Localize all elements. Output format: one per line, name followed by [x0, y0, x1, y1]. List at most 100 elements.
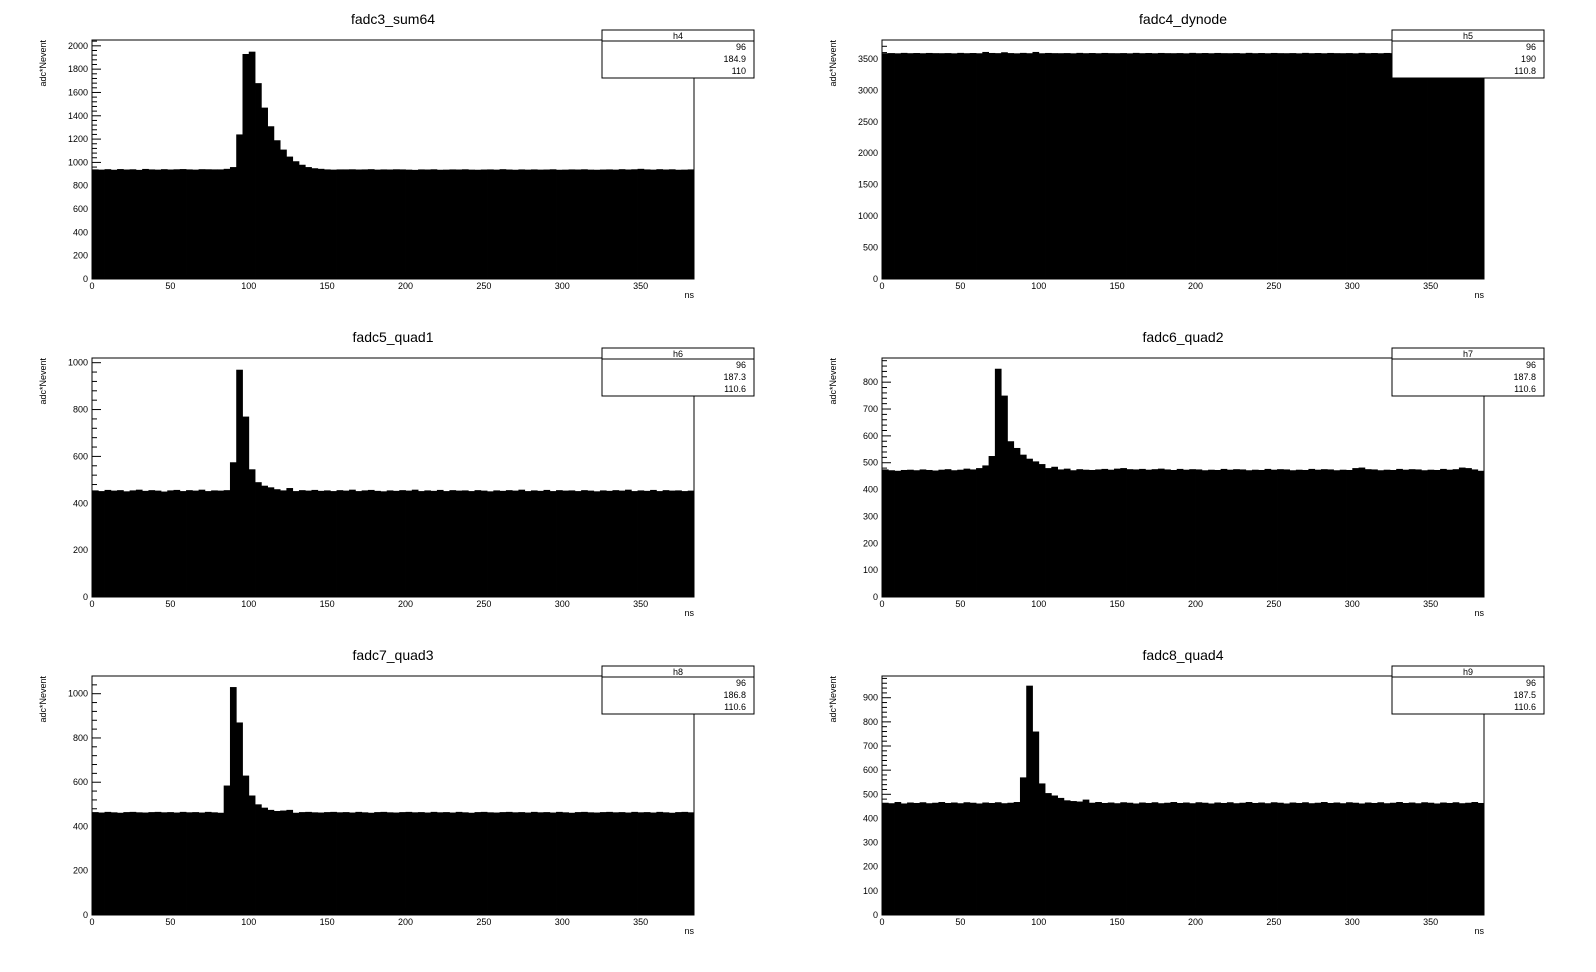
histogram-bin [367, 812, 375, 915]
y-tick-label: 800 [863, 377, 878, 387]
histogram-bin [455, 811, 463, 915]
histogram-bin [487, 812, 494, 915]
histogram-bin [1408, 469, 1416, 597]
histogram-bin [957, 52, 964, 279]
histogram-bin [643, 490, 651, 597]
histogram-bin [1063, 800, 1071, 915]
histogram-bin [436, 489, 444, 597]
histogram-bin [1001, 803, 1008, 915]
histogram-bin [248, 469, 256, 597]
histogram-bin [581, 811, 588, 915]
histogram-bin [255, 482, 262, 597]
histogram-bin [1082, 469, 1090, 597]
histogram-bin [1183, 53, 1190, 279]
x-tick-label: 200 [398, 599, 413, 609]
histogram-bin [963, 802, 971, 915]
histogram-bin [198, 169, 206, 279]
histogram-bin [1289, 802, 1297, 915]
histogram-bin [1070, 801, 1077, 915]
stats-box: h4 96 184.9 110 [601, 29, 755, 79]
histogram-bin [367, 489, 375, 597]
chart-title: fadc5_quad1 [353, 329, 434, 345]
histogram-bin [311, 812, 319, 915]
histogram-bin [380, 169, 388, 279]
histogram-panel: fadc8_quad4 0 50 100 150 200 250 300 350 0 100 200 3… [828, 647, 1545, 936]
y-tick-label: 300 [863, 838, 878, 848]
histogram-bin [1471, 802, 1479, 915]
histogram-bin [950, 53, 958, 279]
histogram-bin [1327, 469, 1334, 597]
histogram-bin [1157, 468, 1165, 597]
histogram-bin [1151, 802, 1159, 915]
histogram-bin [1465, 53, 1472, 279]
stats-box: h6 96 187.3 110.6 [601, 347, 755, 397]
histogram-bin [994, 802, 1002, 915]
y-tick-label: 1400 [68, 111, 88, 121]
histogram-bin [900, 52, 908, 279]
histogram-bin [1433, 53, 1441, 279]
histogram-bin [311, 168, 319, 279]
x-axis-title: ns [1474, 926, 1484, 936]
histogram-bin [1189, 803, 1196, 915]
histogram-bin [436, 812, 444, 915]
histogram-bin [530, 169, 538, 279]
x-tick-label: 100 [241, 599, 256, 609]
y-tick-label: 0 [83, 910, 88, 920]
histogram-bin [361, 490, 369, 597]
histogram-bin [173, 489, 181, 597]
x-tick-label: 350 [633, 281, 648, 291]
histogram-bin [556, 490, 563, 597]
histogram-bin [593, 491, 601, 597]
histogram-bin [1226, 469, 1234, 597]
histogram-bin [129, 811, 137, 915]
histogram-bin [236, 722, 243, 915]
x-tick-label: 250 [1266, 917, 1281, 927]
x-tick-label: 250 [476, 281, 491, 291]
y-tick-label: 1000 [68, 689, 88, 699]
x-tick-label: 100 [241, 917, 256, 927]
histogram-bin [223, 168, 231, 279]
histogram-bin [430, 169, 438, 279]
stats-name: h9 [1463, 667, 1473, 677]
histogram-bin [129, 490, 137, 597]
histogram-bin [599, 490, 607, 597]
histogram-bin [393, 812, 400, 915]
x-tick-label: 0 [89, 599, 94, 609]
histogram-bin [1214, 802, 1222, 915]
histogram-bin [1239, 53, 1247, 279]
y-tick-label: 200 [73, 545, 88, 555]
histogram-bin [110, 812, 118, 915]
histogram-bin [324, 169, 331, 279]
histogram-bin [888, 803, 895, 915]
x-tick-label: 350 [633, 917, 648, 927]
histogram-bin [1114, 468, 1121, 597]
histogram-bin [1277, 802, 1284, 915]
y-tick-label: 500 [863, 458, 878, 468]
histogram-bin [675, 490, 682, 597]
histogram-bin [229, 687, 237, 915]
histogram-bin [537, 490, 544, 597]
histogram-bin [1195, 802, 1203, 915]
histogram-bin [311, 489, 319, 597]
histogram-bin [248, 51, 256, 279]
histogram-bin [1415, 52, 1422, 279]
stats-stddev-value: 110 [732, 66, 746, 76]
y-tick-label: 800 [73, 733, 88, 743]
histogram-bin [1402, 469, 1410, 597]
x-tick-label: 0 [89, 281, 94, 291]
histogram-bin [430, 811, 438, 915]
stats-mean-value: 187.3 [723, 372, 746, 382]
histogram-bin [92, 812, 99, 915]
histogram-bin [98, 169, 105, 279]
histogram-bin [1132, 469, 1140, 597]
histogram-bin [386, 490, 394, 597]
chart-title: fadc3_sum64 [351, 11, 435, 27]
y-axis-title: adc*Nevent [828, 676, 838, 723]
y-axis-title: adc*Nevent [828, 40, 838, 87]
histogram-bin [1308, 53, 1316, 280]
histogram-bin [305, 167, 312, 279]
histogram-bin [988, 802, 996, 915]
histogram-bars [882, 368, 1485, 597]
histogram-bin [625, 169, 632, 279]
